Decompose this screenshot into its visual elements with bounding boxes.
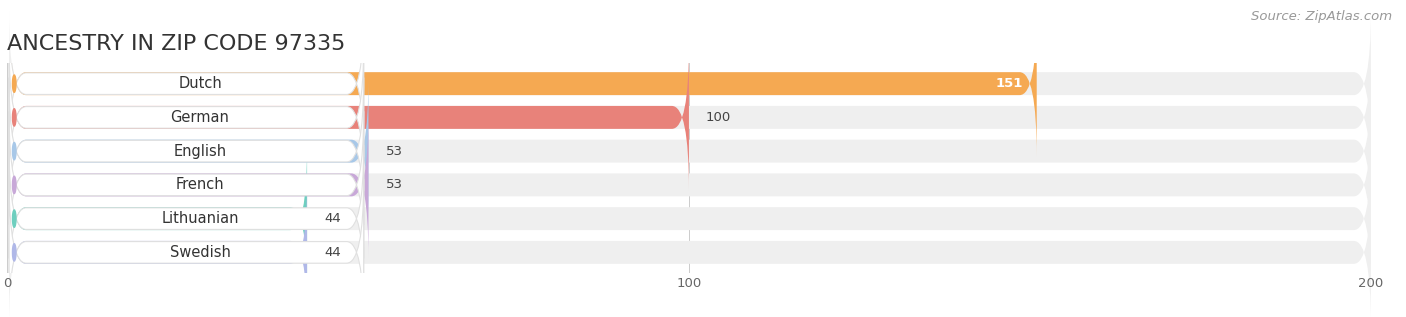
FancyBboxPatch shape [8,112,368,258]
Text: Swedish: Swedish [170,245,231,260]
Circle shape [13,176,15,193]
Text: English: English [173,144,226,158]
Text: 151: 151 [995,77,1024,90]
Circle shape [13,143,15,160]
FancyBboxPatch shape [8,44,689,190]
Text: French: French [176,178,225,192]
FancyBboxPatch shape [8,78,364,225]
FancyBboxPatch shape [8,44,364,191]
FancyBboxPatch shape [8,179,307,317]
FancyBboxPatch shape [8,78,1371,224]
Text: 53: 53 [385,145,402,158]
FancyBboxPatch shape [8,179,364,317]
FancyBboxPatch shape [8,145,364,292]
Text: German: German [170,110,229,125]
Text: 53: 53 [385,178,402,191]
FancyBboxPatch shape [8,146,1371,292]
FancyBboxPatch shape [8,10,364,157]
Text: Lithuanian: Lithuanian [162,211,239,226]
Text: 44: 44 [325,212,340,225]
Circle shape [13,75,15,92]
Circle shape [13,109,15,126]
Circle shape [13,244,15,261]
FancyBboxPatch shape [8,112,1371,258]
Text: ANCESTRY IN ZIP CODE 97335: ANCESTRY IN ZIP CODE 97335 [7,34,346,54]
FancyBboxPatch shape [8,44,1371,190]
Text: Source: ZipAtlas.com: Source: ZipAtlas.com [1251,10,1392,23]
FancyBboxPatch shape [8,179,1371,317]
FancyBboxPatch shape [8,78,368,224]
Circle shape [13,210,15,227]
Text: 44: 44 [325,246,340,259]
FancyBboxPatch shape [8,11,1371,157]
Text: 100: 100 [706,111,731,124]
Text: Dutch: Dutch [179,76,222,91]
FancyBboxPatch shape [8,11,1036,157]
FancyBboxPatch shape [8,146,307,292]
FancyBboxPatch shape [8,111,364,258]
